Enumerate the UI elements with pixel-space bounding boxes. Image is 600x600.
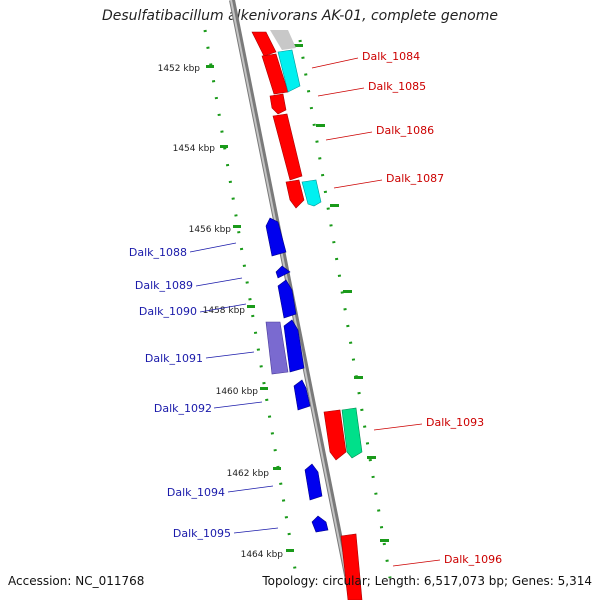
gene-label-dalk-1096[interactable]: Dalk_1096: [444, 553, 502, 566]
gene-feature-dalk-1089[interactable]: [275, 265, 291, 279]
genome-summary-text: Topology: circular; Length: 6,517,073 bp…: [262, 574, 592, 588]
scale-label-1458: 1458 kbp: [203, 306, 246, 316]
scale-label-1460: 1460 kbp: [216, 387, 259, 397]
right-leader-lines: [311, 57, 441, 567]
cyan-feature-1085: [277, 49, 301, 93]
gene-feature-dalk-1087[interactable]: [285, 179, 305, 209]
gene-label-dalk-1092[interactable]: Dalk_1092: [154, 402, 212, 415]
gene-feature-dalk-1091-purple: [265, 321, 289, 375]
gene-feature-dalk-1091[interactable]: [283, 319, 305, 373]
gene-feature-dalk-1088[interactable]: [265, 217, 287, 257]
gene-label-dalk-1095[interactable]: Dalk_1095: [173, 527, 231, 540]
gene-label-dalk-1094[interactable]: Dalk_1094: [167, 486, 225, 499]
gene-feature-dalk-1086[interactable]: [272, 113, 303, 181]
gene-feature-dalk-1090[interactable]: [277, 279, 297, 319]
gene-label-dalk-1091[interactable]: Dalk_1091: [145, 352, 203, 365]
gene-feature-dalk-1095[interactable]: [311, 515, 329, 533]
major-ticks: [206, 65, 294, 552]
gene-label-dalk-1084[interactable]: Dalk_1084: [362, 50, 420, 63]
map-title: Desulfatibacillum alkenivorans AK-01, co…: [101, 8, 499, 24]
gene-feature-dalk-1085-b: [269, 93, 287, 115]
cyan-feature-1087: [301, 179, 322, 207]
gene-label-dalk-1086[interactable]: Dalk_1086: [376, 124, 434, 137]
scale-label-1462: 1462 kbp: [227, 469, 270, 479]
scale-label-1452: 1452 kbp: [158, 64, 201, 74]
left-leader-lines: [189, 242, 279, 534]
scale-label-1456: 1456 kbp: [189, 225, 232, 235]
gene-feature-gray: [270, 30, 296, 50]
gene-feature-dalk-1092[interactable]: [293, 379, 311, 411]
gene-label-dalk-1085[interactable]: Dalk_1085: [368, 80, 426, 93]
gene-label-dalk-1089[interactable]: Dalk_1089: [135, 279, 193, 292]
gene-label-dalk-1093[interactable]: Dalk_1093: [426, 416, 484, 429]
accession-text: Accession: NC_011768: [8, 574, 145, 588]
reverse-genes: [265, 217, 329, 533]
colored-features: [277, 49, 363, 459]
left-scale-track: [203, 29, 298, 576]
gene-feature-dalk-1096[interactable]: [340, 533, 363, 600]
right-major-ticks: [294, 44, 389, 542]
gene-feature-dalk-1094[interactable]: [304, 463, 323, 501]
scale-label-1454: 1454 kbp: [173, 144, 216, 154]
gene-label-dalk-1087[interactable]: Dalk_1087: [386, 172, 444, 185]
gene-label-dalk-1088[interactable]: Dalk_1088: [129, 246, 187, 259]
forward-genes: [251, 30, 363, 600]
gene-feature-dalk-1093[interactable]: [323, 409, 347, 461]
green-feature-1093: [341, 407, 363, 459]
gene-feature-dalk-1084[interactable]: [251, 31, 277, 57]
right-scale-track: [298, 39, 392, 579]
scale-label-1464: 1464 kbp: [241, 550, 284, 560]
gene-label-dalk-1090[interactable]: Dalk_1090: [139, 305, 197, 318]
